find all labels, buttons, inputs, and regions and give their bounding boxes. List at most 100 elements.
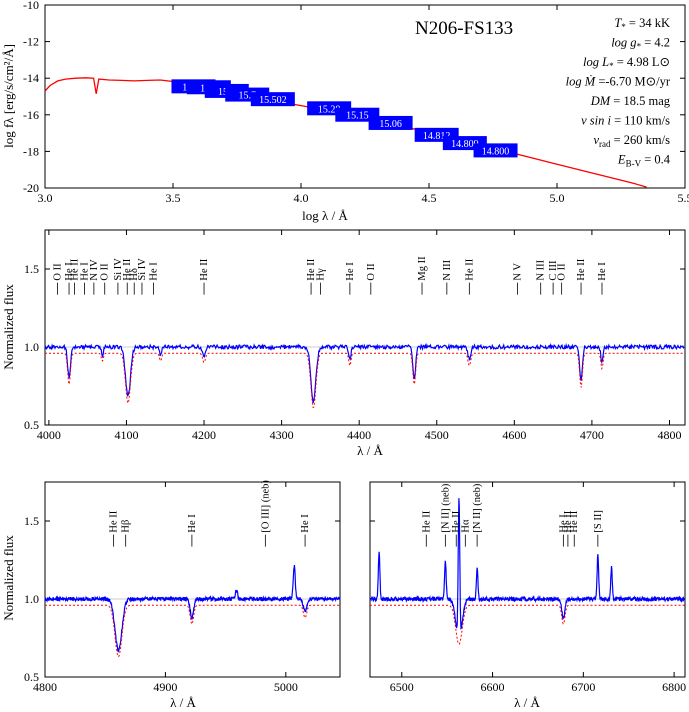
hbeta-line-id-label: He I xyxy=(300,514,311,533)
blue-xtick-label: 4800 xyxy=(657,428,681,442)
halpha-line-id-label: [N II] (neb) xyxy=(440,483,451,532)
blue-xtick-label: 4500 xyxy=(425,428,449,442)
blue-xlabel: λ / Å xyxy=(357,443,383,458)
blue-model-series xyxy=(45,352,685,409)
halpha-observed-series xyxy=(369,498,686,630)
sed-magnitude-box xyxy=(368,115,413,130)
halpha-line-id-label: He II xyxy=(451,510,462,532)
halpha-xtick-label: 6500 xyxy=(390,680,414,694)
blue-ytick-label: 0.5 xyxy=(24,418,39,432)
blue-xtick-label: 4600 xyxy=(502,428,526,442)
hbeta-line-id-label: [O III] (neb) xyxy=(260,480,271,533)
sed-ytick-label: -16 xyxy=(23,108,39,122)
halpha-model-series xyxy=(370,604,685,645)
sed-parameter: v sin i = 110 km/s xyxy=(581,114,670,128)
blue-line-id-label: O II xyxy=(52,263,63,281)
halpha-line-id-label: [S II] xyxy=(593,510,604,532)
blue-xtick-label: 4100 xyxy=(114,428,138,442)
hbeta-xtick-label: 4900 xyxy=(153,680,177,694)
hbeta-line-id-label: He I xyxy=(187,514,198,533)
sed-magnitude-label: 15.7 xyxy=(238,91,256,102)
hbeta-line-id-label: Hβ xyxy=(121,520,132,533)
sed-magnitude-label: 14.800 xyxy=(482,146,510,157)
blue-observed-series xyxy=(44,342,685,404)
hbeta-panel: λ / Å Normalized flux 4800 4900 5000 0.5 1.0… xyxy=(1,480,341,710)
hbeta-frame xyxy=(44,481,341,678)
sed-xlabel: log λ / Å xyxy=(302,208,348,223)
halpha-xtick-label: 6600 xyxy=(481,680,505,694)
blue-line-id-label: Mg II xyxy=(417,256,428,281)
sed-magnitude-label: 15.15 xyxy=(346,111,369,122)
blue-line-id-label: O II xyxy=(557,263,568,281)
sed-parameter: log Ṁ =-6.70 M⊙/yr xyxy=(566,75,671,89)
sed-model-line xyxy=(44,77,647,188)
blue-spectrum-panel: λ / Å Normalized flux 4000 4100 4200 4300 44… xyxy=(1,229,686,458)
sed-ytick-label: -10 xyxy=(23,0,39,12)
blue-line-id-label: N IV xyxy=(89,259,100,281)
hbeta-ytick-label: 1.5 xyxy=(24,514,39,528)
blue-line-id-label: Si IV xyxy=(113,258,124,281)
blue-line-id-label: O II xyxy=(100,263,111,281)
halpha-xtick-label: 6700 xyxy=(571,680,595,694)
sed-ytick-label: -20 xyxy=(23,181,39,195)
sed-magnitude-label: 14.812 xyxy=(423,131,451,142)
sed-xtick-label: 3.5 xyxy=(166,191,181,205)
blue-xtick-label: 4300 xyxy=(270,428,294,442)
sed-parameter: log g* = 4.2 xyxy=(611,36,670,52)
sed-parameter: vrad = 260 km/s xyxy=(593,133,670,149)
sed-parameter: log L* = 4.98 L⊙ xyxy=(583,55,670,71)
blue-line-id-label: C III xyxy=(548,260,559,281)
sed-parameter: DM = 18.5 mag xyxy=(590,94,671,108)
sed-frame xyxy=(44,4,686,189)
sed-xtick-label: 3.0 xyxy=(38,191,53,205)
sed-magnitude-label: 14.809 xyxy=(451,139,479,150)
sed-parameter: T* = 34 kK xyxy=(614,16,670,32)
blue-line-id-label: He I xyxy=(64,262,75,281)
sed-ylabel: log fλ [erg/s/cm²/Å] xyxy=(1,44,16,148)
sed-magnitude-box xyxy=(250,92,295,107)
halpha-line-id-label: Hα xyxy=(460,519,471,533)
sed-parameter: EB-V = 0.4 xyxy=(617,153,671,169)
halpha-line-id-label: He II xyxy=(569,510,580,532)
hbeta-xtick-label: 5000 xyxy=(274,680,298,694)
sed-magnitude-label: 15.28 xyxy=(318,104,341,115)
blue-line-id-label: Si IV xyxy=(137,258,148,281)
blue-line-id-label: He II xyxy=(576,258,587,280)
hbeta-xtick-label: 4800 xyxy=(33,680,57,694)
blue-line-id-label: Hδ xyxy=(129,268,140,281)
blue-ytick-label: 1.0 xyxy=(24,340,39,354)
blue-line-id-label: N V xyxy=(512,263,523,281)
hbeta-xlabel: λ / Å xyxy=(170,695,196,710)
sed-xtick-label: 5.5 xyxy=(678,191,689,205)
sed-ytick-label: -14 xyxy=(23,71,39,85)
blue-line-id-label: N III xyxy=(536,259,547,280)
blue-line-id-label: He II xyxy=(122,258,133,280)
sed-xtick-label: 5.0 xyxy=(550,191,565,205)
sed-xtick-label: 4.5 xyxy=(422,191,437,205)
sed-ytick-label: -18 xyxy=(23,144,39,158)
hbeta-line-id-label: He II xyxy=(109,510,120,532)
sed-magnitude-box xyxy=(473,143,518,158)
sed-magnitude-label: 15.502 xyxy=(259,95,287,106)
sed-magnitude-label: 15.06 xyxy=(379,119,402,130)
blue-ylabel: Normalized flux xyxy=(1,284,16,370)
blue-line-id-label: He II xyxy=(306,258,317,280)
blue-line-id-label: He I xyxy=(345,262,356,281)
blue-line-id-label: He I xyxy=(597,262,608,281)
sed-panel: N206-FS133 log λ / Å log fλ [erg/s/cm²/Å… xyxy=(1,0,689,223)
halpha-line-id-label: [N II] (neb) xyxy=(472,483,483,532)
blue-line-id-label: He I xyxy=(149,262,160,281)
halpha-frame xyxy=(369,481,686,678)
blue-xtick-label: 4400 xyxy=(347,428,371,442)
sed-ytick-label: -12 xyxy=(23,35,39,49)
sed-magnitude-box xyxy=(335,107,380,122)
blue-ytick-label: 1.5 xyxy=(24,262,39,276)
halpha-xtick-label: 6800 xyxy=(662,680,686,694)
hbeta-ytick-label: 0.5 xyxy=(24,670,39,684)
halpha-xlabel: λ / Å xyxy=(514,695,540,710)
blue-line-id-label: O II xyxy=(366,263,377,281)
blue-line-id-label: He II xyxy=(464,258,475,280)
blue-line-id-label: Hγ xyxy=(315,268,326,281)
